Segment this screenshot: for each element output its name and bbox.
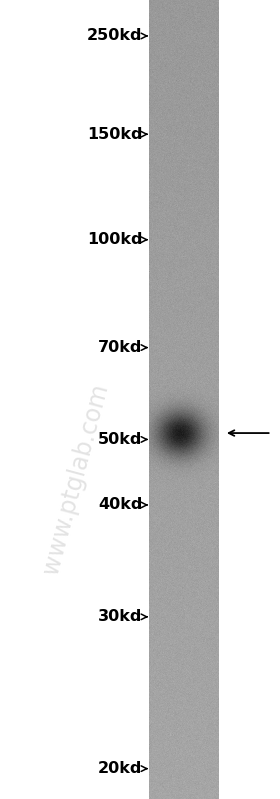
Text: 50kd: 50kd [98,432,142,447]
Text: 40kd: 40kd [98,498,142,512]
Text: 30kd: 30kd [98,610,142,624]
Text: 20kd: 20kd [98,761,142,776]
Text: 70kd: 70kd [98,340,142,355]
Text: www.ptglab.com: www.ptglab.com [39,381,113,578]
Text: 250kd: 250kd [87,29,142,43]
Text: 100kd: 100kd [87,233,142,247]
Text: 150kd: 150kd [87,127,142,141]
